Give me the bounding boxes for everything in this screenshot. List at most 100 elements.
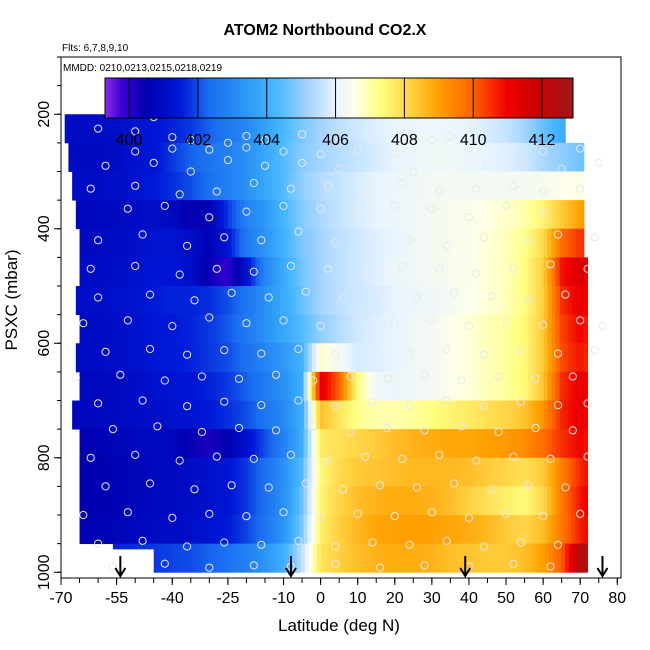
heatmap-cell [147, 200, 153, 230]
heatmap-cell [140, 171, 145, 201]
heatmap-cell [367, 457, 372, 487]
heatmap-cell [224, 400, 229, 430]
heatmap-cell [252, 400, 257, 430]
heatmap-cell [491, 429, 496, 459]
heatmap-cell [111, 228, 116, 258]
heatmap-cell [524, 171, 529, 201]
heatmap-cell [583, 286, 589, 316]
heatmap-cell [83, 515, 88, 545]
sample-point [435, 264, 444, 273]
heatmap-cell [95, 343, 101, 373]
heatmap-cell [324, 400, 329, 430]
heatmap-cell [331, 429, 336, 459]
heatmap-cell [395, 343, 401, 373]
heatmap-cell [511, 286, 517, 316]
heatmap-cell [259, 200, 265, 230]
heatmap-cell [135, 515, 140, 545]
heatmap-cell [579, 257, 584, 287]
heatmap-cell [200, 114, 206, 144]
heatmap-cell [496, 114, 502, 144]
heatmap-cell [240, 142, 245, 172]
heatmap-cell [307, 457, 312, 487]
heatmap-cell [204, 543, 210, 573]
heatmap-cell [243, 286, 249, 316]
heatmap-cell [339, 371, 344, 401]
heatmap-cell [247, 314, 252, 344]
heatmap-cell [459, 343, 465, 373]
heatmap-cell [539, 486, 544, 516]
heatmap-cell [248, 171, 253, 201]
heatmap-cell [399, 429, 404, 459]
heatmap-cell [547, 457, 552, 487]
heatmap-cell [359, 515, 364, 545]
heatmap-cell [204, 142, 209, 172]
sample-point [138, 396, 147, 405]
heatmap-cell [556, 142, 561, 172]
heatmap-cell [451, 200, 457, 230]
sample-point [186, 167, 195, 176]
heatmap-cell [560, 400, 565, 430]
heatmap-cell [88, 114, 94, 144]
heatmap-cell [535, 286, 541, 316]
heatmap-cell [368, 142, 373, 172]
heatmap-cell [447, 257, 452, 287]
heatmap-cell [364, 400, 369, 430]
heatmap-cell [387, 200, 393, 230]
heatmap-cell [548, 114, 554, 144]
heatmap-cell [307, 286, 313, 316]
heatmap-cell [444, 543, 450, 573]
heatmap-cell [192, 543, 198, 573]
heatmap-cell [175, 371, 180, 401]
sample-point [390, 512, 399, 521]
heatmap-cell [175, 486, 180, 516]
sample-point [186, 135, 195, 145]
heatmap-cell [127, 457, 132, 487]
heatmap-cell [127, 257, 132, 287]
heatmap-cell [564, 400, 569, 430]
heatmap-cell [256, 400, 261, 430]
heatmap-cell [223, 371, 228, 401]
heatmap-cell [103, 286, 109, 316]
heatmap-cell [275, 343, 281, 373]
heatmap-cell [183, 257, 188, 287]
heatmap-cell [131, 486, 136, 516]
heatmap-cell [119, 257, 124, 287]
heatmap-cell [544, 114, 550, 144]
heatmap-cell [339, 200, 345, 230]
heatmap-cell [143, 228, 148, 258]
sample-point [509, 264, 518, 273]
heatmap-cell [340, 400, 345, 430]
heatmap-cell [131, 371, 136, 401]
heatmap-cell [555, 515, 560, 545]
heatmap-cell [239, 228, 244, 258]
heatmap-cell [407, 486, 412, 516]
heatmap-cell [179, 457, 184, 487]
heatmap-cell [207, 486, 212, 516]
heatmap-cell [527, 429, 532, 459]
heatmap-cell [563, 200, 569, 230]
heatmap-cell [379, 257, 384, 287]
heatmap-cell [135, 314, 140, 344]
heatmap-cell [271, 343, 277, 373]
heatmap-cell [255, 515, 260, 545]
heatmap-cell [284, 142, 289, 172]
heatmap-cell [139, 371, 144, 401]
heatmap-cell [299, 257, 304, 287]
heatmap-cell [319, 371, 324, 401]
heatmap-cell [371, 200, 377, 230]
heatmap-cell [403, 486, 408, 516]
heatmap-cell [247, 486, 252, 516]
heatmap-cell [491, 515, 496, 545]
heatmap-cell [99, 371, 104, 401]
heatmap-cell [455, 429, 460, 459]
heatmap-cell [107, 257, 112, 287]
heatmap-cell [163, 200, 169, 230]
heatmap-cell [327, 228, 332, 258]
heatmap-cell [515, 257, 520, 287]
heatmap-cell [423, 429, 428, 459]
sample-point [405, 540, 414, 549]
heatmap-cell [215, 286, 221, 316]
heatmap-cell [224, 114, 230, 144]
heatmap-cell [359, 314, 364, 344]
heatmap-cell [491, 200, 497, 230]
